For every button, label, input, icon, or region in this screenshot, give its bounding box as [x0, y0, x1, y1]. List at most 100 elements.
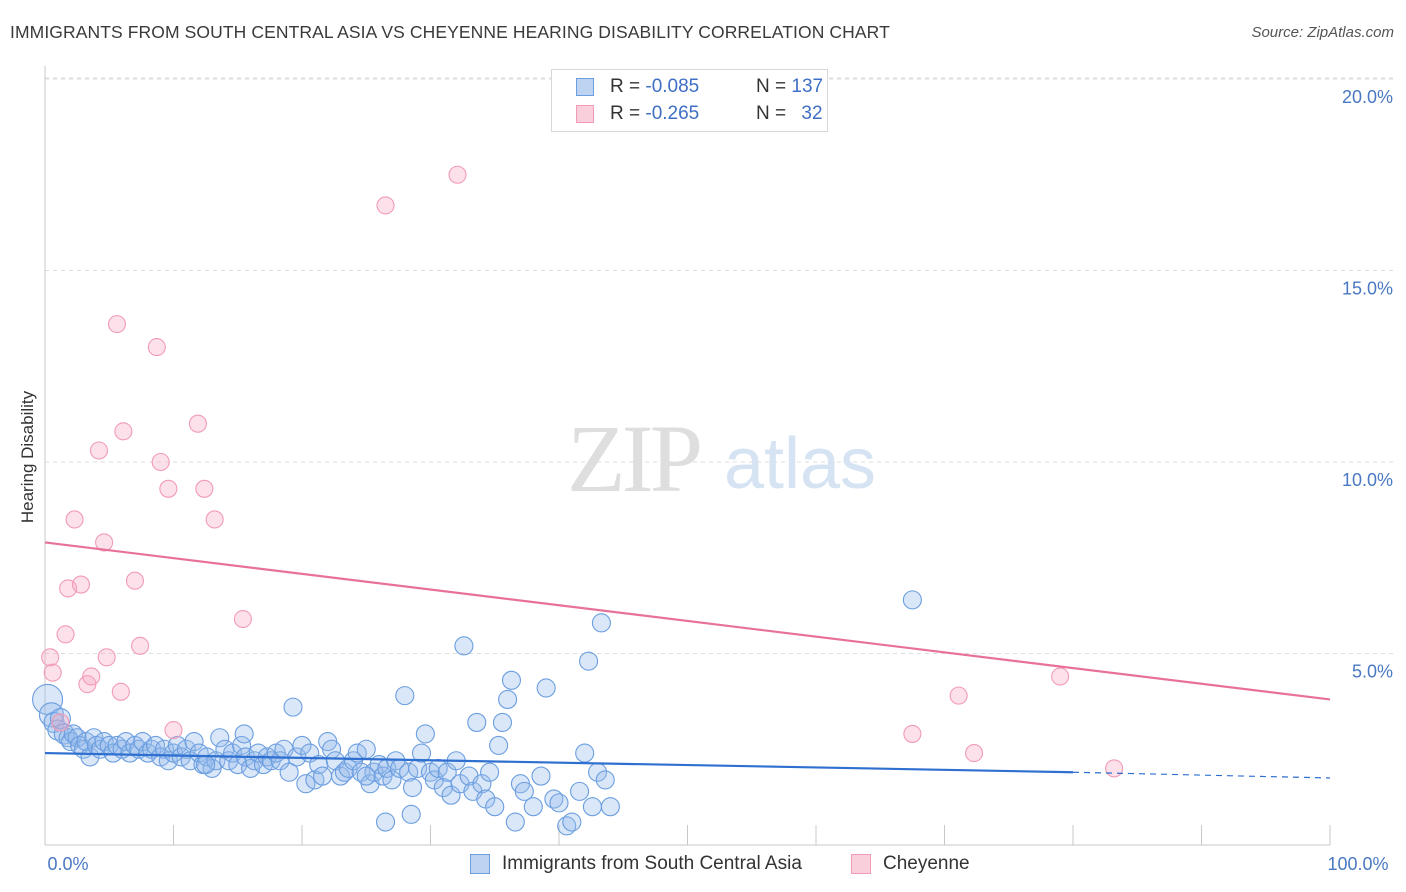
legend-n-cheyenne: N = 32	[756, 103, 823, 124]
point-immigrants	[283, 697, 303, 717]
point-immigrants	[382, 770, 402, 790]
point-cheyenne	[107, 315, 127, 334]
point-immigrants	[184, 732, 204, 752]
bottom-legend-label-immigrants: Immigrants from South Central Asia	[502, 853, 802, 874]
trend-line-immigrants-extension	[1072, 771, 1331, 779]
point-cheyenne	[114, 422, 133, 441]
point-immigrants	[498, 689, 518, 710]
point-immigrants	[582, 797, 602, 817]
series-immigrants-points	[32, 590, 922, 836]
point-immigrants	[356, 766, 376, 786]
point-immigrants	[411, 743, 432, 763]
point-cheyenne	[97, 648, 116, 667]
point-cheyenne	[965, 744, 984, 763]
point-immigrants	[492, 712, 513, 732]
point-cheyenne	[111, 682, 130, 701]
point-immigrants	[210, 728, 230, 748]
point-immigrants	[402, 777, 423, 798]
point-cheyenne	[159, 479, 178, 498]
x-tick-label-min: 0.0%	[47, 854, 88, 874]
y-tick-label: 10.0%	[1342, 470, 1393, 490]
point-immigrants	[356, 739, 376, 759]
point-cheyenne	[56, 625, 75, 644]
trend-line-cheyenne	[44, 541, 1331, 701]
point-immigrants	[395, 686, 415, 706]
point-immigrants	[595, 770, 615, 790]
legend-swatch-cheyenne	[576, 105, 594, 123]
point-immigrants	[375, 812, 396, 832]
point-cheyenne	[71, 575, 91, 594]
point-immigrants	[176, 739, 196, 759]
point-cheyenne	[233, 609, 252, 629]
point-immigrants	[292, 735, 312, 755]
y-tick-label: 20.0%	[1342, 87, 1393, 107]
point-immigrants	[575, 743, 595, 763]
series-cheyenne-points	[41, 165, 1124, 778]
point-immigrants	[562, 812, 582, 832]
point-cheyenne	[131, 636, 150, 655]
y-tick-label: 5.0%	[1352, 662, 1393, 682]
legend-r-immigrants: R = -0.085	[610, 76, 700, 97]
point-cheyenne	[164, 721, 183, 740]
point-cheyenne	[1105, 759, 1124, 778]
point-immigrants	[579, 651, 599, 671]
trend-lines	[44, 541, 1331, 779]
point-immigrants	[313, 766, 333, 786]
point-immigrants	[454, 636, 474, 656]
point-cheyenne	[1051, 667, 1070, 686]
point-immigrants	[472, 774, 492, 794]
point-cheyenne	[205, 510, 224, 529]
axes	[44, 66, 1331, 846]
point-immigrants	[501, 670, 522, 690]
point-immigrants	[401, 804, 421, 824]
point-cheyenne	[195, 479, 214, 498]
point-cheyenne	[125, 571, 144, 590]
point-immigrants	[514, 781, 534, 801]
point-immigrants	[544, 789, 564, 809]
point-cheyenne	[448, 165, 467, 184]
point-immigrants	[84, 728, 104, 748]
point-immigrants	[489, 735, 509, 755]
legend-r-cheyenne: R = -0.265	[610, 103, 700, 124]
point-immigrants	[80, 747, 100, 767]
point-immigrants	[557, 816, 577, 836]
point-cheyenne	[82, 667, 101, 686]
point-immigrants	[600, 797, 620, 817]
legend-n-immigrants: N = 137	[756, 76, 824, 97]
point-immigrants	[902, 590, 922, 610]
legend-swatch-immigrants	[576, 78, 594, 96]
point-immigrants	[485, 797, 505, 817]
point-immigrants	[467, 712, 487, 732]
y-axis-label: Hearing Disability	[18, 390, 37, 523]
point-cheyenne	[147, 338, 166, 357]
tick-labels: 5.0% 10.0% 15.0% 20.0% 0.0% 100.0%	[47, 87, 1393, 874]
point-immigrants	[279, 762, 299, 782]
point-cheyenne	[51, 713, 70, 732]
legend: R = -0.085 N = 137 R = -0.265 N = 32	[551, 69, 828, 132]
point-immigrants	[591, 613, 611, 633]
watermark-atlas: atlas	[724, 424, 876, 504]
point-cheyenne	[949, 686, 968, 705]
point-cheyenne	[151, 452, 170, 472]
point-immigrants	[480, 762, 500, 782]
bottom-legend-swatch-immigrants	[470, 854, 490, 874]
y-tick-label: 15.0%	[1342, 279, 1393, 299]
watermark: ZIP atlas	[567, 405, 876, 512]
point-cheyenne	[376, 196, 395, 215]
source-label: Source: ZipAtlas.com	[1251, 24, 1394, 41]
point-immigrants	[232, 735, 252, 755]
watermark-zip: ZIP	[567, 405, 700, 512]
point-cheyenne	[903, 724, 922, 743]
point-cheyenne	[43, 663, 62, 682]
point-immigrants	[415, 724, 435, 744]
point-immigrants	[531, 766, 551, 786]
point-immigrants	[196, 755, 216, 775]
point-immigrants	[523, 797, 543, 817]
point-immigrants	[549, 793, 569, 813]
bottom-legend-label-cheyenne: Cheyenne	[883, 853, 970, 874]
point-cheyenne	[188, 414, 207, 433]
point-immigrants	[536, 678, 556, 698]
point-immigrants	[505, 812, 525, 832]
point-immigrants	[234, 724, 254, 744]
